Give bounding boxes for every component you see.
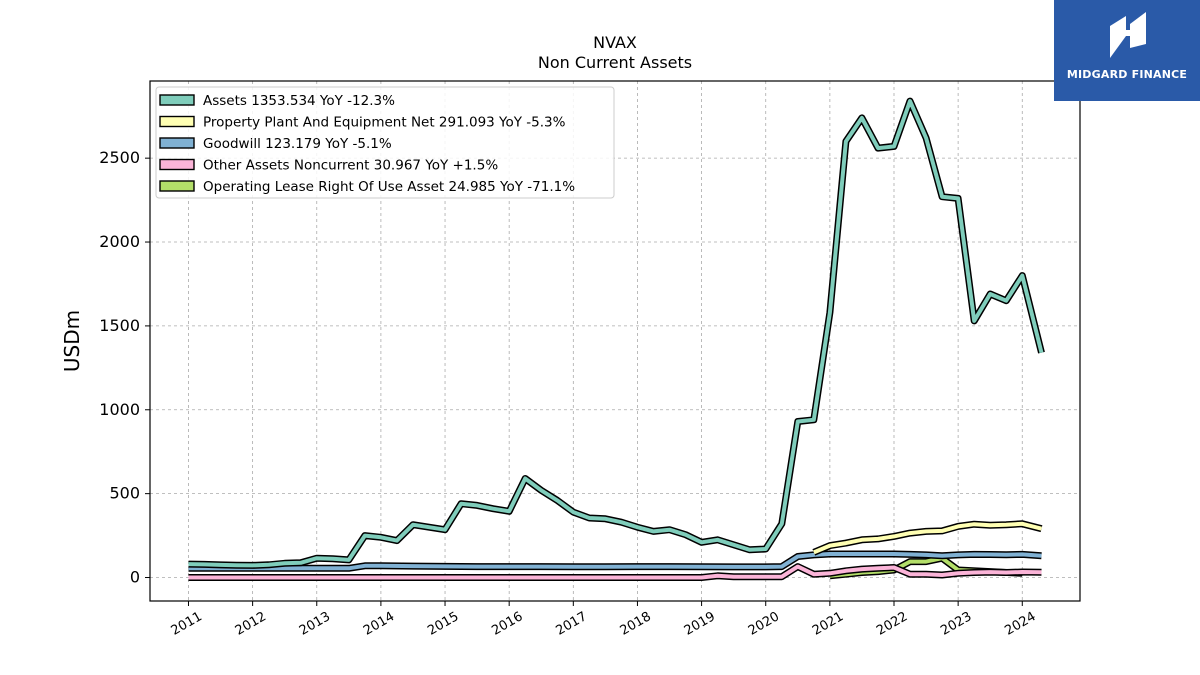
y-axis-ticks: 0 500 1000 1500 2000 2500 — [99, 148, 150, 587]
y-tick-label: 2000 — [99, 232, 140, 251]
series-line-assets — [188, 99, 1044, 568]
series-outline-property-plant-and-equipment-net — [812, 520, 1043, 556]
legend-swatch-operating-lease-right-of-use-asset — [159, 180, 195, 192]
x-tick-label: 2024 — [1002, 609, 1038, 639]
midgard-logo: MIDGARD FINANCE — [1054, 0, 1200, 101]
legend-label-assets: Assets 1353.534 YoY -12.3% — [203, 93, 395, 109]
legend-swatch-goodwill — [159, 137, 195, 149]
legend-label-other-assets-noncurrent: Other Assets Noncurrent 30.967 YoY +1.5% — [203, 158, 498, 174]
x-tick-label: 2020 — [746, 609, 782, 639]
y-tick-label: 0 — [130, 568, 140, 587]
x-tick-label: 2014 — [361, 609, 397, 639]
y-axis-label: USDm — [60, 310, 84, 372]
x-axis-ticks: 2011 2012 2013 2014 2015 2016 2017 2018 2019 2020… — [169, 601, 1039, 639]
y-tick-label: 500 — [109, 484, 140, 503]
series-line-goodwill — [188, 552, 1042, 571]
midgard-logo-icon — [1110, 12, 1146, 58]
chart-subtitle: Non Current Assets — [538, 53, 692, 72]
legend-swatch-property-plant-and-equipment-net — [159, 115, 195, 128]
series-line-other-assets-noncurrent — [188, 564, 1042, 580]
legend-swatch-assets — [159, 94, 195, 106]
series-line-property-plant-and-equipment-net — [813, 521, 1042, 555]
x-tick-label: 2023 — [938, 609, 974, 639]
legend-label-operating-lease-right-of-use-asset: Operating Lease Right Of Use Asset 24.98… — [203, 179, 575, 195]
x-tick-label: 2017 — [553, 609, 589, 639]
x-tick-label: 2012 — [233, 609, 269, 639]
plot-frame — [149, 80, 1081, 602]
x-tick-label: 2022 — [874, 609, 910, 639]
x-tick-label: 2019 — [682, 609, 718, 639]
y-tick-label: 2500 — [99, 148, 140, 167]
legend: Assets 1353.534 YoY -12.3% Property Plant… — [155, 86, 615, 199]
legend-swatch-other-assets-noncurrent — [159, 158, 195, 171]
legend-label-property-plant-and-equipment-net: Property Plant And Equipment Net 291.093… — [203, 115, 566, 131]
x-tick-label: 2021 — [810, 609, 846, 639]
y-tick-label: 1500 — [99, 316, 140, 335]
chart-title: NVAX — [593, 33, 637, 52]
x-tick-label: 2015 — [425, 609, 461, 639]
x-tick-label: 2013 — [297, 609, 333, 639]
y-tick-label: 1000 — [99, 400, 140, 419]
plot-lines — [188, 97, 1045, 581]
logo-text: MIDGARD FINANCE — [1066, 68, 1188, 81]
x-tick-label: 2011 — [169, 609, 205, 639]
x-tick-label: 2018 — [618, 609, 654, 639]
x-tick-label: 2016 — [489, 609, 525, 639]
legend-label-goodwill: Goodwill 123.179 YoY -5.1% — [203, 136, 392, 152]
legend-box — [155, 86, 615, 199]
